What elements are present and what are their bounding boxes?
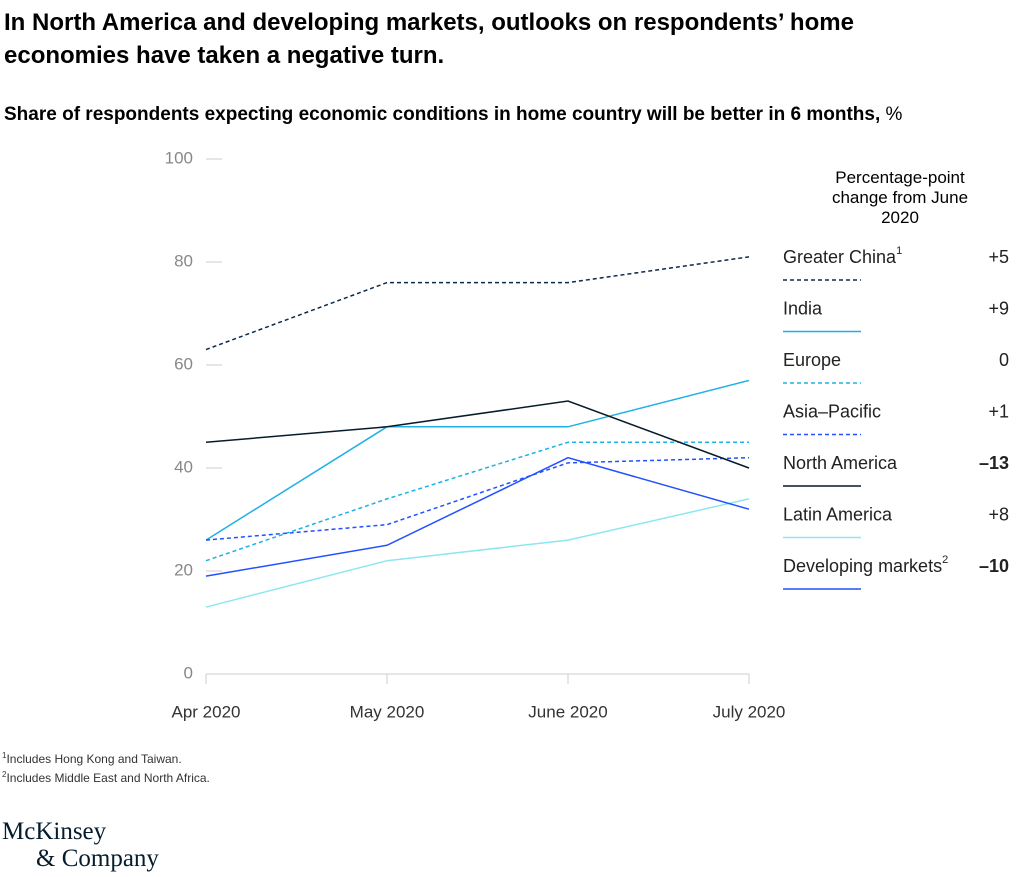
chart-subtitle: Share of respondents expecting economic … [4, 104, 902, 126]
legend-change: –10 [979, 556, 1009, 576]
legend-footnote-mark: 2 [942, 554, 948, 566]
series-line [205, 379, 750, 541]
subtitle-text: Share of respondents expecting economic … [4, 104, 881, 125]
footnote-text: Includes Hong Kong and Taiwan. [6, 752, 182, 766]
legend-name: North America [783, 453, 898, 473]
legend-name: Europe [783, 350, 841, 370]
logo: McKinsey & Company [2, 818, 159, 872]
legend-change: +9 [988, 298, 1009, 318]
y-tick-label: 60 [174, 354, 193, 373]
y-tick-label: 40 [174, 457, 193, 476]
legend-name: India [783, 298, 823, 318]
legend-label: Asia–Pacific [783, 401, 881, 421]
legend-change: –13 [979, 453, 1009, 473]
series-line [205, 400, 750, 469]
series-line [205, 456, 750, 577]
series-line [205, 256, 750, 351]
x-tick-label: June 2020 [528, 702, 607, 721]
footnote-mark: 1 [2, 751, 7, 760]
x-tick-label: Apr 2020 [172, 702, 241, 721]
legend-label: Greater China1 [783, 245, 902, 267]
legend-name: Latin America [783, 504, 893, 524]
logo-line: McKinsey [2, 818, 107, 845]
legend-change: +5 [988, 247, 1009, 267]
legend-label: Latin America [783, 504, 893, 524]
legend-change: +1 [988, 401, 1009, 421]
y-tick-label: 80 [174, 251, 193, 270]
series-line [205, 441, 749, 562]
chart-title: In North America and developing markets,… [4, 9, 854, 69]
footnote-text: Includes Middle East and North Africa. [6, 771, 210, 785]
legend-footnote-mark: 1 [896, 245, 902, 257]
legend-label: North America [783, 453, 898, 473]
unit: % [885, 104, 903, 125]
legend-name: Developing markets [783, 556, 942, 576]
legend-name: Greater China [783, 247, 897, 267]
legend-change: +8 [988, 504, 1009, 524]
footnote: 2Includes Middle East and North Africa. [2, 767, 210, 786]
footnote: 1Includes Hong Kong and Taiwan. [2, 748, 210, 767]
logo-line: & Company [36, 845, 159, 872]
legend-change: 0 [999, 350, 1009, 370]
legend-label: India [783, 298, 823, 318]
series-line [205, 498, 750, 608]
legend-label: Developing markets2 [783, 554, 948, 576]
legend-name: Asia–Pacific [783, 401, 881, 421]
legend-label: Europe [783, 350, 841, 370]
x-tick-label: May 2020 [350, 702, 425, 721]
y-tick-label: 20 [174, 560, 193, 579]
legend-title: Percentage-point change from June 2020 [831, 168, 969, 227]
x-tick-label: July 2020 [713, 702, 786, 721]
y-tick-label: 0 [184, 663, 193, 682]
series-line [205, 456, 750, 541]
footnotes: 1Includes Hong Kong and Taiwan. 2Include… [2, 748, 210, 786]
footnote-mark: 2 [2, 770, 7, 779]
y-tick-label: 100 [165, 148, 193, 167]
